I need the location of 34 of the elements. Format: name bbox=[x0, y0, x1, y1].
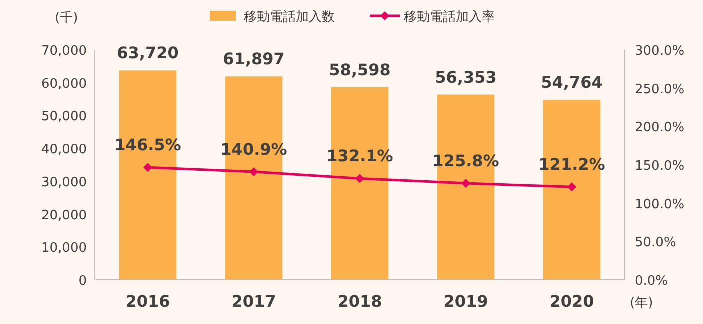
y2-tick-label: 200.0% bbox=[635, 120, 685, 136]
point bbox=[356, 174, 364, 184]
x-tick-label: 2016 bbox=[126, 292, 170, 311]
y2-tick-label: 0.0% bbox=[635, 274, 668, 289]
y-tick-label: 10,000 bbox=[42, 241, 87, 256]
data-label: 58,598 bbox=[329, 60, 391, 80]
point bbox=[462, 179, 470, 188]
legend-label: 移動電話加入数 bbox=[244, 10, 335, 25]
y2-tick-label: 250.0% bbox=[635, 82, 685, 98]
y-tick-label: 0 bbox=[78, 274, 87, 289]
y2-tick-label: 300.0% bbox=[635, 44, 685, 59]
y2-tick-label: 150.0% bbox=[635, 159, 685, 174]
x-tick-label: 2018 bbox=[338, 292, 382, 311]
y-tick-label: 60,000 bbox=[42, 76, 87, 92]
y-tick-label: 20,000 bbox=[42, 208, 87, 224]
y2-tick-label: 100.0% bbox=[635, 197, 685, 212]
y-tick-label: 50,000 bbox=[42, 110, 87, 125]
point bbox=[144, 163, 152, 172]
y-tick-label: 30,000 bbox=[42, 175, 87, 190]
data-label: 63,720 bbox=[117, 44, 179, 63]
data-label: 56,353 bbox=[435, 68, 497, 87]
x-tick-label: 2019 bbox=[444, 292, 488, 311]
x-tick-label: 2017 bbox=[232, 292, 276, 311]
point bbox=[250, 167, 258, 176]
x-axis-title: (年) bbox=[630, 296, 654, 311]
legend-label: 移動電話加入率 bbox=[404, 9, 495, 25]
data-label: 54,764 bbox=[541, 73, 603, 92]
y2-tick-label: 50.0% bbox=[635, 236, 676, 251]
y-axis-title: (千) bbox=[55, 11, 78, 26]
point bbox=[568, 182, 576, 192]
y-tick-label: 70,000 bbox=[42, 44, 87, 59]
y-tick-label: 40,000 bbox=[42, 142, 87, 158]
data-label: 61,897 bbox=[223, 50, 285, 69]
x-tick-label: 2020 bbox=[550, 292, 594, 311]
